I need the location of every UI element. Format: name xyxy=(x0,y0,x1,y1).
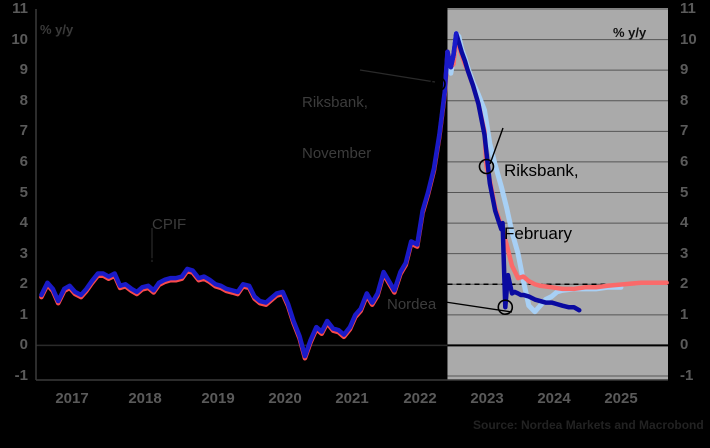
x-tick-2023: 2023 xyxy=(470,390,504,407)
series-nordea xyxy=(445,31,582,313)
x-tick-2022: 2022 xyxy=(403,390,437,407)
y-tick-right-5: 5 xyxy=(680,183,689,201)
leader-line-riksbank-february xyxy=(489,127,504,165)
y-tick-left-0: 0 xyxy=(19,336,28,354)
y-tick-left--1: -1 xyxy=(14,367,28,384)
annotation-riksbank-february-line1: Riksbank, xyxy=(504,161,579,180)
y-tick-right-2: 2 xyxy=(680,275,689,293)
y-tick-right-10: 10 xyxy=(680,30,697,48)
annotation-riksbank-february: Riksbank, February xyxy=(504,118,579,286)
y-tick-left-7: 7 xyxy=(19,122,28,140)
y-tick-right-0: 0 xyxy=(680,336,689,354)
marker-nordea xyxy=(497,299,514,315)
y-tick-left-1: 1 xyxy=(19,305,28,323)
source-note: Source: Nordea Markets and Macrobond xyxy=(473,418,704,432)
marker-riksbank-february xyxy=(478,158,495,175)
leader-line-riksbank-november xyxy=(359,69,436,83)
annotation-riksbank-february-line2: February xyxy=(504,224,573,243)
series-cpif xyxy=(39,31,459,359)
annotation-riksbank-november-line1: Riksbank, xyxy=(302,94,368,111)
y-tick-left-11: 11 xyxy=(12,0,28,17)
annotation-cpif: CPIF xyxy=(152,216,187,233)
annotation-riksbank-november-line2: November xyxy=(302,145,372,162)
annotation-riksbank-november: Riksbank, November xyxy=(302,60,371,196)
marker-riksbank-november xyxy=(430,76,446,92)
y-tick-right-1: 1 xyxy=(680,305,689,323)
y-tick-right-3: 3 xyxy=(680,244,689,262)
x-tick-2018: 2018 xyxy=(128,390,162,407)
y-axis-unit-right: % y/y xyxy=(613,25,647,40)
y-tick-right-8: 8 xyxy=(680,91,689,109)
y-tick-right-6: 6 xyxy=(680,152,689,170)
y-tick-left-3: 3 xyxy=(19,244,28,262)
y-tick-left-9: 9 xyxy=(19,61,28,79)
annotation-nordea: Nordea xyxy=(387,296,437,313)
y-axis-unit-left: % y/y xyxy=(40,22,74,37)
y-tick-right-11: 11 xyxy=(680,0,696,17)
x-tick-2024: 2024 xyxy=(537,390,571,407)
x-tick-2017: 2017 xyxy=(55,390,89,407)
y-tick-left-10: 10 xyxy=(11,30,28,48)
y-tick-right--1: -1 xyxy=(680,367,694,384)
x-tick-2025: 2025 xyxy=(604,390,638,407)
y-tick-left-2: 2 xyxy=(19,275,28,293)
y-tick-left-4: 4 xyxy=(19,214,28,232)
y-tick-right-4: 4 xyxy=(680,214,689,232)
y-tick-left-8: 8 xyxy=(19,91,28,109)
x-tick-2021: 2021 xyxy=(335,390,369,407)
x-tick-2019: 2019 xyxy=(201,390,235,407)
y-tick-left-6: 6 xyxy=(19,152,28,170)
marker-cpif xyxy=(144,258,160,274)
y-tick-right-9: 9 xyxy=(680,61,689,79)
y-tick-left-5: 5 xyxy=(19,183,28,201)
y-tick-right-7: 7 xyxy=(680,122,689,140)
x-tick-2020: 2020 xyxy=(268,390,302,407)
